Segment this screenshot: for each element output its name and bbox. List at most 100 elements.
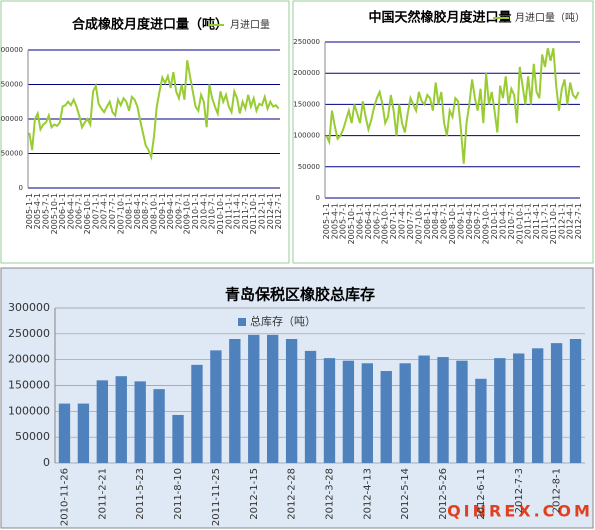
bar	[58, 403, 71, 463]
y-tick-label: 250000	[293, 38, 320, 46]
bar	[380, 371, 392, 463]
y-tick-label: 50000	[298, 163, 320, 171]
x-tick-label: 2009-4-1	[465, 203, 474, 239]
bar	[342, 360, 355, 463]
x-tick-label: 2012-4-1	[266, 193, 275, 229]
x-tick-label: 2011-1-1	[524, 203, 533, 239]
legend-label: 总库存（吨）	[250, 314, 316, 328]
y-tick-label: 100000	[8, 404, 50, 417]
x-tick-label: 2012-1-15	[249, 468, 260, 520]
bar	[304, 350, 317, 463]
bar	[569, 339, 582, 463]
x-tick-label: 2006-7-1	[372, 203, 381, 239]
y-tick-label: 0	[316, 194, 320, 202]
bar	[153, 389, 165, 463]
x-tick-label: 2012-7-1	[274, 193, 283, 229]
x-tick-label: 2012-2-28	[287, 468, 298, 520]
x-tick-label: 2009-7-1	[473, 203, 482, 239]
x-tick-label: 2005-7-1	[339, 203, 348, 239]
x-tick-label: 2011-7-1	[540, 203, 549, 239]
x-tick-label: 2012-6-11	[476, 468, 487, 520]
x-tick-label: 2005-10-1	[347, 203, 356, 244]
chart-title: 中国天然橡胶月度进口量	[368, 10, 511, 26]
x-tick-label: 2012-1-1	[557, 203, 566, 239]
x-tick-label: 2012-8-1	[552, 468, 563, 513]
bar	[191, 364, 203, 463]
legend-label: 月进口量	[230, 19, 270, 31]
x-tick-label: 2007-7-1	[406, 203, 415, 239]
x-tick-label: 2011-1-1	[224, 193, 233, 229]
bar	[285, 339, 298, 463]
x-tick-label: 2006-4-1	[364, 203, 373, 239]
bar	[229, 339, 241, 463]
x-tick-label: 2006-7-1	[75, 193, 84, 229]
x-tick-label: 2007-4-1	[398, 203, 407, 239]
x-tick-label: 2009-4-1	[166, 193, 175, 229]
x-tick-label: 2005-4-1	[33, 193, 42, 229]
x-tick-label: 2005-7-1	[42, 193, 51, 229]
y-tick-label: 0	[19, 184, 23, 192]
x-tick-label: 2005-10-1	[50, 193, 59, 234]
x-tick-label: 2009-1-1	[158, 193, 167, 229]
x-tick-label: 2011-5-23	[135, 468, 146, 520]
x-tick-label: 2005-1-1	[25, 193, 34, 229]
legend-label: 月进口量（吨）	[515, 11, 585, 24]
y-tick-label: 150000	[293, 100, 320, 108]
x-tick-label: 2012-3-28	[324, 468, 335, 520]
line	[325, 48, 580, 164]
x-tick-label: 2010-4-1	[498, 203, 507, 239]
y-tick-label: 300000	[8, 301, 50, 314]
bar	[399, 363, 411, 463]
x-tick-label: 2011-7-1	[241, 193, 250, 229]
bar	[96, 380, 108, 463]
x-tick-label: 2008-4-1	[133, 193, 142, 229]
x-tick-label: 2011-4-1	[532, 203, 541, 239]
bar	[267, 334, 279, 463]
x-tick-label: 2012-5-14	[400, 468, 411, 520]
line	[28, 60, 280, 161]
x-tick-label: 2007-10-1	[116, 193, 125, 234]
y-tick-label: 0	[43, 456, 50, 469]
bar	[115, 376, 127, 463]
x-tick-label: 2006-10-1	[83, 193, 92, 234]
bar	[418, 355, 430, 463]
x-tick-label: 2008-1-1	[423, 203, 432, 239]
bar	[513, 353, 525, 463]
x-tick-label: 2010-1-1	[191, 193, 200, 229]
bar	[532, 348, 544, 463]
x-tick-label: 2008-4-1	[431, 203, 440, 239]
bar	[323, 358, 336, 463]
legend-swatch	[238, 318, 246, 326]
x-tick-label: 2007-4-1	[100, 193, 109, 229]
x-tick-label: 2011-4-1	[233, 193, 242, 229]
x-tick-label: 2012-5-26	[438, 468, 449, 520]
x-tick-label: 2010-4-1	[199, 193, 208, 229]
x-tick-label: 2007-7-1	[108, 193, 117, 229]
x-tick-label: 2006-10-1	[381, 203, 390, 244]
y-tick-label: 150000	[0, 81, 23, 89]
x-tick-label: 2011-10-1	[249, 193, 258, 234]
bar	[361, 363, 373, 463]
watermark: QINREX.COM	[447, 502, 593, 521]
x-tick-label: 2007-1-1	[91, 193, 100, 229]
bar	[248, 334, 260, 463]
x-tick-label: 2009-1-1	[456, 203, 465, 239]
x-tick-label: 2005-4-1	[330, 203, 339, 239]
bar	[550, 343, 563, 463]
x-tick-label: 2011-2-21	[97, 468, 108, 520]
y-tick-label: 100000	[0, 115, 23, 123]
x-tick-label: 2006-1-1	[356, 203, 365, 239]
x-tick-label: 2010-10-1	[216, 193, 225, 234]
bar	[134, 381, 146, 463]
y-tick-label: 200000	[8, 353, 50, 366]
x-tick-label: 2011-8-10	[173, 468, 184, 520]
x-tick-label: 2012-4-13	[362, 468, 373, 520]
y-tick-label: 250000	[8, 327, 50, 340]
x-tick-label: 2006-4-1	[66, 193, 75, 229]
y-tick-label: 50000	[15, 430, 50, 443]
x-tick-label: 2010-1-1	[490, 203, 499, 239]
x-tick-label: 2008-7-1	[440, 203, 449, 239]
x-tick-label: 2008-1-1	[125, 193, 134, 229]
x-tick-label: 2009-7-1	[174, 193, 183, 229]
